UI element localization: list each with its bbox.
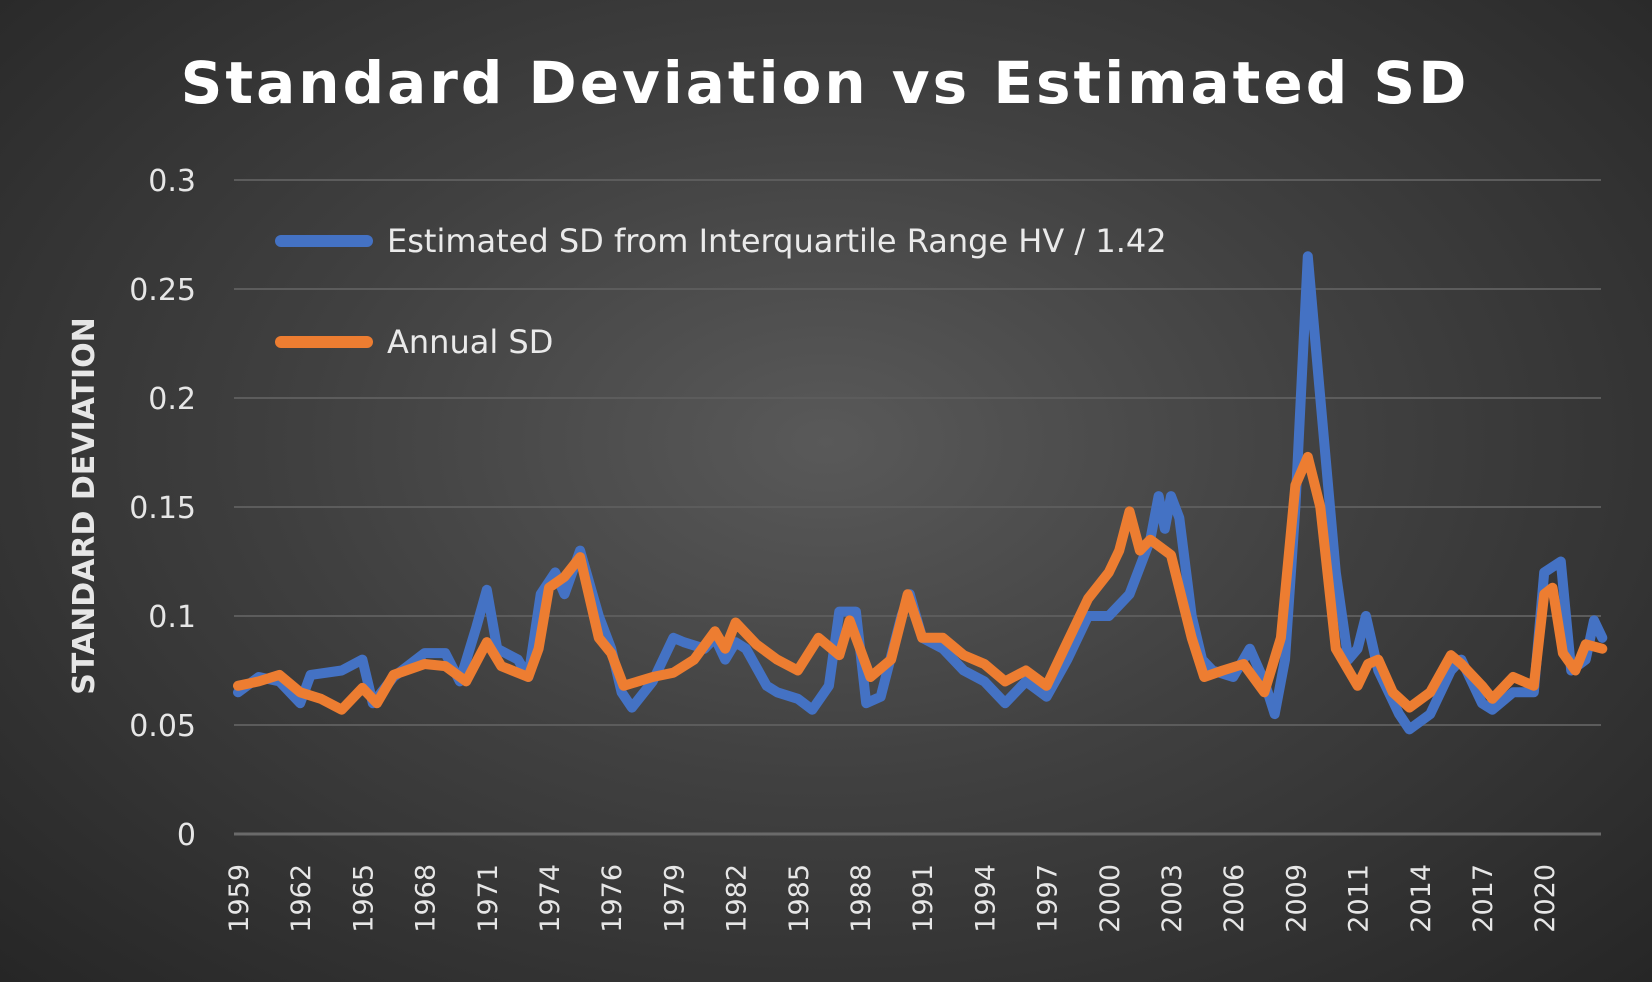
y-axis-label: STANDARD DEVIATION	[67, 317, 102, 695]
series-line-annual-sd	[233, 451, 1608, 715]
x-tick-label: 1988	[846, 864, 877, 933]
x-tick-label: 1976	[597, 864, 628, 933]
x-tick-label: 1974	[535, 864, 566, 933]
x-tick-label: 2009	[1281, 864, 1312, 933]
x-tick-label: 1979	[659, 864, 690, 933]
x-tick-label: 1982	[722, 864, 753, 933]
x-tick-label: 1971	[473, 864, 504, 933]
legend: Estimated SD from Interquartile Range HV…	[275, 222, 1167, 361]
x-tick-label: 2000	[1095, 864, 1126, 933]
x-tick-label: 1994	[970, 864, 1001, 933]
y-tick-label: 0.25	[129, 273, 196, 308]
x-tick-label: 1965	[348, 864, 379, 933]
x-tick-label: 1985	[784, 864, 815, 933]
x-tick-label: 1968	[411, 864, 442, 933]
x-tick-label: 2014	[1406, 864, 1437, 933]
y-tick-label: 0.1	[148, 600, 196, 635]
y-tick-label: 0	[177, 818, 196, 853]
x-tick-label: 2006	[1219, 864, 1250, 933]
chart-title: Standard Deviation vs Estimated SD	[181, 49, 1470, 117]
x-tick-label: 1962	[286, 864, 317, 933]
y-tick-label: 0.2	[148, 382, 196, 417]
legend-label-estimated-sd: Estimated SD from Interquartile Range HV…	[387, 222, 1167, 260]
y-tick-label: 0.05	[129, 709, 196, 744]
x-tick-label: 1997	[1033, 864, 1064, 933]
y-tick-label: 0.3	[148, 164, 196, 199]
x-tick-label: 2011	[1344, 864, 1375, 933]
y-tick-label: 0.15	[129, 491, 196, 526]
x-tick-label: 2003	[1157, 864, 1188, 933]
x-tick-label: 1991	[908, 864, 939, 933]
x-tick-label: 2020	[1530, 864, 1561, 933]
x-tick-label: 1959	[224, 864, 255, 933]
legend-label-annual-sd: Annual SD	[387, 323, 553, 361]
x-tick-label: 2017	[1468, 864, 1499, 933]
